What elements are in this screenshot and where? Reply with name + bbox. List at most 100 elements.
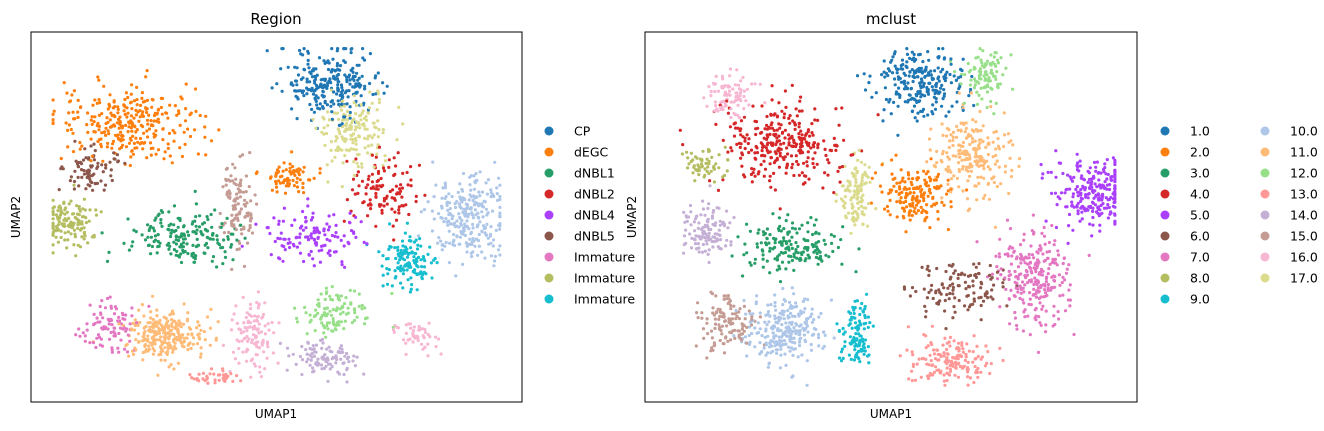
- scatter-point: [790, 258, 795, 263]
- scatter-point: [743, 335, 748, 339]
- scatter-point: [761, 145, 765, 149]
- scatter-point: [239, 178, 243, 182]
- scatter-point: [933, 357, 938, 361]
- scatter-point: [345, 109, 350, 113]
- scatter-point: [740, 327, 745, 331]
- scatter-point: [739, 119, 744, 123]
- scatter-point: [191, 342, 195, 346]
- scatter-point: [945, 379, 949, 383]
- scatter-point: [998, 255, 1002, 259]
- scatter-point: [255, 300, 259, 305]
- scatter-point: [228, 190, 232, 194]
- scatter-point: [282, 161, 286, 165]
- scatter-point: [697, 173, 701, 177]
- scatter-point: [209, 307, 213, 311]
- scatter-point: [318, 167, 322, 171]
- scatter-point: [380, 211, 384, 215]
- scatter-point: [1036, 280, 1041, 284]
- scatter-point: [87, 168, 91, 172]
- scatter-point: [725, 93, 729, 97]
- scatter-point: [714, 294, 718, 298]
- scatter-point: [821, 330, 826, 334]
- scatter-point: [779, 240, 783, 244]
- scatter-point: [977, 181, 981, 186]
- scatter-point: [745, 222, 749, 226]
- scatter-point: [187, 233, 191, 237]
- scatter-point: [192, 260, 196, 264]
- scatter-point: [108, 93, 112, 97]
- scatter-point: [705, 104, 709, 108]
- scatter-point: [388, 222, 392, 226]
- scatter-point: [480, 202, 484, 206]
- scatter-point: [347, 360, 351, 364]
- scatter-point: [998, 82, 1003, 86]
- scatter-point: [327, 345, 331, 349]
- scatter-point: [241, 295, 245, 299]
- scatter-point: [115, 153, 119, 157]
- scatter-point: [199, 346, 203, 350]
- scatter-point: [338, 64, 343, 68]
- scatter-point: [1075, 185, 1079, 189]
- scatter-point: [277, 256, 281, 260]
- scatter-point: [492, 259, 497, 263]
- scatter-point: [975, 90, 979, 94]
- scatter-point: [799, 129, 803, 133]
- scatter-point: [912, 209, 916, 214]
- scatter-point: [910, 198, 914, 202]
- scatter-point: [318, 260, 322, 264]
- scatter-point: [488, 232, 493, 236]
- scatter-point: [1009, 53, 1013, 57]
- scatter-point: [413, 261, 417, 265]
- scatter-point: [1021, 329, 1025, 333]
- scatter-point: [711, 81, 716, 85]
- scatter-point: [908, 70, 912, 74]
- scatter-point: [330, 159, 334, 163]
- scatter-point: [1066, 241, 1070, 245]
- scatter-point: [904, 230, 908, 234]
- scatter-point: [696, 234, 700, 238]
- scatter-point: [974, 265, 978, 269]
- scatter-point: [717, 166, 721, 170]
- scatter-point: [902, 209, 907, 213]
- scatter-point: [806, 156, 810, 160]
- scatter-point: [991, 297, 995, 301]
- scatter-point: [326, 327, 330, 331]
- scatter-point: [123, 317, 127, 321]
- scatter-point: [1003, 276, 1007, 280]
- scatter-point: [96, 161, 100, 165]
- scatter-point: [1090, 200, 1095, 204]
- scatter-point: [1047, 267, 1051, 271]
- scatter-point: [762, 174, 766, 178]
- scatter-point: [907, 187, 912, 191]
- scatter-point: [190, 376, 194, 380]
- scatter-point: [786, 213, 790, 217]
- scatter-point: [333, 111, 337, 115]
- scatter-point: [966, 61, 970, 66]
- scatter-point: [412, 334, 416, 338]
- scatter-point: [946, 227, 951, 232]
- scatter-point: [231, 350, 235, 354]
- chart-title: mclust: [866, 10, 916, 28]
- scatter-point: [148, 141, 153, 145]
- legend-entry: dNBL2: [544, 187, 615, 202]
- scatter-point: [340, 85, 344, 90]
- scatter-point: [60, 222, 64, 226]
- scatter-point: [128, 101, 133, 105]
- scatter-point: [281, 259, 285, 263]
- scatter-point: [986, 165, 990, 169]
- scatter-point: [108, 337, 112, 341]
- scatter-point: [101, 159, 105, 163]
- scatter-point: [855, 197, 859, 201]
- scatter-point: [155, 251, 159, 255]
- scatter-point: [686, 156, 690, 160]
- scatter-point: [322, 126, 326, 130]
- scatter-point: [927, 175, 932, 179]
- scatter-point: [985, 105, 989, 110]
- scatter-point: [911, 79, 915, 84]
- scatter-point: [163, 150, 167, 154]
- scatter-point: [252, 319, 256, 323]
- scatter-point: [406, 278, 410, 282]
- scatter-point: [179, 336, 183, 340]
- scatter-point: [406, 338, 410, 342]
- scatter-point: [475, 178, 479, 182]
